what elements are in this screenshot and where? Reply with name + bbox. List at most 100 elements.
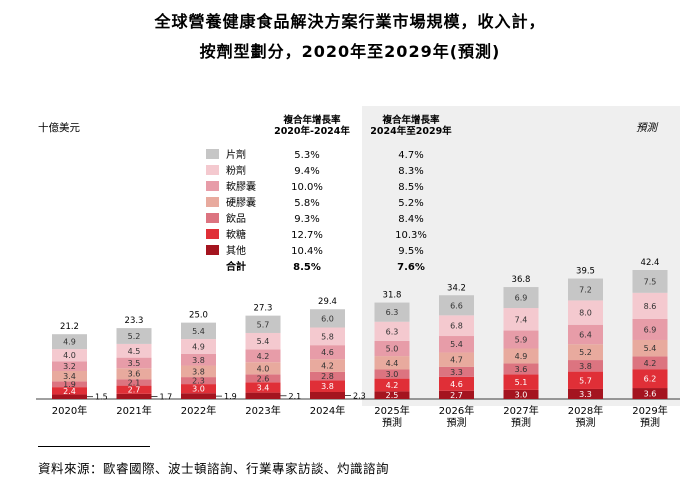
data-label-硬膠囊-1: 3.4 bbox=[63, 372, 76, 381]
data-label-硬膠囊-6: 4.4 bbox=[386, 359, 399, 368]
data-label-飲品-9: 3.8 bbox=[579, 362, 592, 371]
data-label-飲品-7: 3.3 bbox=[450, 368, 463, 377]
data-label-片劑-8: 6.9 bbox=[515, 294, 528, 303]
bar-segment-其他-6 bbox=[374, 391, 410, 399]
bar-segment-硬膠囊-7 bbox=[439, 352, 474, 367]
bar-segment-片劑-2 bbox=[116, 328, 152, 344]
total-label-8: 36.8 bbox=[512, 275, 531, 285]
total-label: 合計 bbox=[225, 260, 246, 273]
cagr-header-fore-line2: 2024年至2029年 bbox=[370, 125, 452, 137]
bar-segment-其他-8 bbox=[503, 389, 539, 399]
unit-label: 十億美元 bbox=[38, 121, 80, 134]
data-label-硬膠囊-4: 4.0 bbox=[257, 364, 270, 373]
data-label-粉劑-6: 6.3 bbox=[386, 327, 399, 336]
total-label-6: 31.8 bbox=[383, 291, 402, 301]
bar-segment-軟膠囊-4 bbox=[245, 349, 281, 363]
cagr-header-hist-line2: 2020年-2024年 bbox=[274, 125, 350, 137]
data-label-其他-4: 2.1 bbox=[289, 392, 302, 401]
chart-title-line1: 全球營養健康食品解決方案行業市場規模，收入計， bbox=[154, 12, 546, 31]
legend-swatch-7 bbox=[206, 245, 219, 255]
bar-segment-硬膠囊-4 bbox=[245, 362, 281, 375]
bar-segment-片劑-3 bbox=[181, 322, 216, 340]
bar-segment-其他-4 bbox=[245, 392, 281, 399]
bar-segment-軟膠囊-6 bbox=[374, 340, 410, 357]
bar-segment-粉劑-5 bbox=[310, 327, 345, 346]
bar-segment-硬膠囊-3 bbox=[181, 365, 216, 378]
bar-segment-飲品-6 bbox=[374, 369, 410, 379]
data-label-飲品-8: 3.6 bbox=[515, 365, 528, 374]
x-tick-label-9-sub: 預測 bbox=[576, 416, 596, 429]
x-tick-label-8: 2027年 bbox=[503, 404, 538, 417]
legend-swatch-1 bbox=[206, 149, 219, 159]
data-label-軟糖-3: 3.0 bbox=[192, 385, 205, 394]
legend-swatch-2 bbox=[206, 165, 219, 175]
bar-segment-片劑-4 bbox=[245, 315, 281, 333]
cagr-hist-value-6: 12.7% bbox=[291, 230, 323, 241]
cagr-hist-value-2: 9.4% bbox=[294, 166, 319, 177]
total-label-4: 27.3 bbox=[254, 304, 273, 314]
bar-segment-軟膠囊-9 bbox=[568, 324, 603, 345]
data-label-軟膠囊-4: 4.2 bbox=[257, 352, 270, 361]
data-label-片劑-9: 7.2 bbox=[579, 285, 592, 294]
data-label-軟糖-1: 2.4 bbox=[63, 387, 76, 396]
data-label-軟膠囊-7: 5.4 bbox=[450, 340, 463, 349]
data-label-軟糖-7: 4.6 bbox=[450, 380, 463, 389]
data-label-粉劑-8: 7.4 bbox=[515, 315, 528, 324]
cagr-hist-value-1: 5.3% bbox=[294, 150, 319, 161]
data-label-片劑-7: 6.6 bbox=[450, 301, 463, 310]
data-label-飲品-6: 3.0 bbox=[386, 370, 399, 379]
data-label-片劑-10: 7.5 bbox=[644, 277, 657, 286]
data-label-其他-7: 2.7 bbox=[450, 391, 463, 400]
bar-segment-軟糖-4 bbox=[245, 382, 281, 393]
bar-segment-軟膠囊-2 bbox=[116, 357, 152, 369]
bar-segment-軟糖-7 bbox=[439, 376, 474, 391]
bar-segment-粉劑-1 bbox=[52, 349, 87, 362]
cagr-hist-value-4: 5.8% bbox=[294, 198, 319, 209]
bar-segment-硬膠囊-9 bbox=[568, 344, 603, 361]
bar-segment-片劑-7 bbox=[439, 295, 474, 316]
total-label-2: 23.3 bbox=[125, 316, 144, 326]
data-label-片劑-1: 4.9 bbox=[63, 338, 76, 347]
data-label-其他-10: 3.6 bbox=[644, 390, 657, 399]
data-label-軟膠囊-9: 6.4 bbox=[579, 331, 592, 340]
data-label-軟糖-8: 5.1 bbox=[515, 378, 528, 387]
data-label-硬膠囊-7: 4.7 bbox=[450, 356, 463, 365]
x-tick-label-10: 2029年 bbox=[632, 404, 667, 417]
legend-swatch-5 bbox=[206, 213, 219, 223]
legend-swatch-4 bbox=[206, 197, 219, 207]
data-label-軟膠囊-8: 5.9 bbox=[515, 336, 528, 345]
bar-segment-飲品-5 bbox=[310, 371, 345, 381]
bar-segment-其他-9 bbox=[568, 388, 603, 399]
legend-label-6: 軟糖 bbox=[226, 228, 246, 241]
bar-segment-其他-5 bbox=[310, 392, 345, 399]
bar-segment-軟膠囊-7 bbox=[439, 336, 474, 353]
data-label-其他-9: 3.3 bbox=[579, 390, 592, 399]
total-cagr-fore: 7.6% bbox=[397, 262, 425, 273]
source-rule bbox=[38, 446, 150, 447]
cagr-hist-value-3: 10.0% bbox=[291, 182, 323, 193]
total-label-3: 25.0 bbox=[189, 311, 208, 321]
legend-label-2: 粉劑 bbox=[226, 164, 246, 177]
total-label-7: 34.2 bbox=[447, 283, 466, 293]
bar-segment-片劑-8 bbox=[503, 287, 539, 309]
bar-segment-飲品-3 bbox=[181, 377, 216, 385]
bar-segment-軟膠囊-8 bbox=[503, 330, 539, 349]
bar-segment-軟膠囊-3 bbox=[181, 353, 216, 366]
cagr-fore-value-3: 8.5% bbox=[398, 182, 423, 193]
cagr-fore-value-7: 9.5% bbox=[398, 246, 423, 257]
data-label-硬膠囊-2: 3.6 bbox=[128, 370, 141, 379]
bar-segment-飲品-10 bbox=[632, 356, 668, 370]
cagr-fore-value-5: 8.4% bbox=[398, 214, 423, 225]
data-label-飲品-3: 2.3 bbox=[192, 377, 205, 386]
data-label-粉劑-5: 5.8 bbox=[321, 332, 334, 341]
bar-segment-硬膠囊-10 bbox=[632, 339, 668, 357]
bar-segment-飲品-2 bbox=[116, 379, 152, 386]
data-label-軟膠囊-10: 6.9 bbox=[644, 325, 657, 334]
bar-segment-軟糖-6 bbox=[374, 378, 410, 392]
bar-segment-其他-10 bbox=[632, 388, 668, 399]
bar-segment-軟糖-8 bbox=[503, 374, 539, 390]
x-tick-label-4: 2023年 bbox=[245, 404, 280, 417]
bar-segment-片劑-6 bbox=[374, 302, 410, 322]
bar-segment-軟膠囊-1 bbox=[52, 361, 87, 372]
